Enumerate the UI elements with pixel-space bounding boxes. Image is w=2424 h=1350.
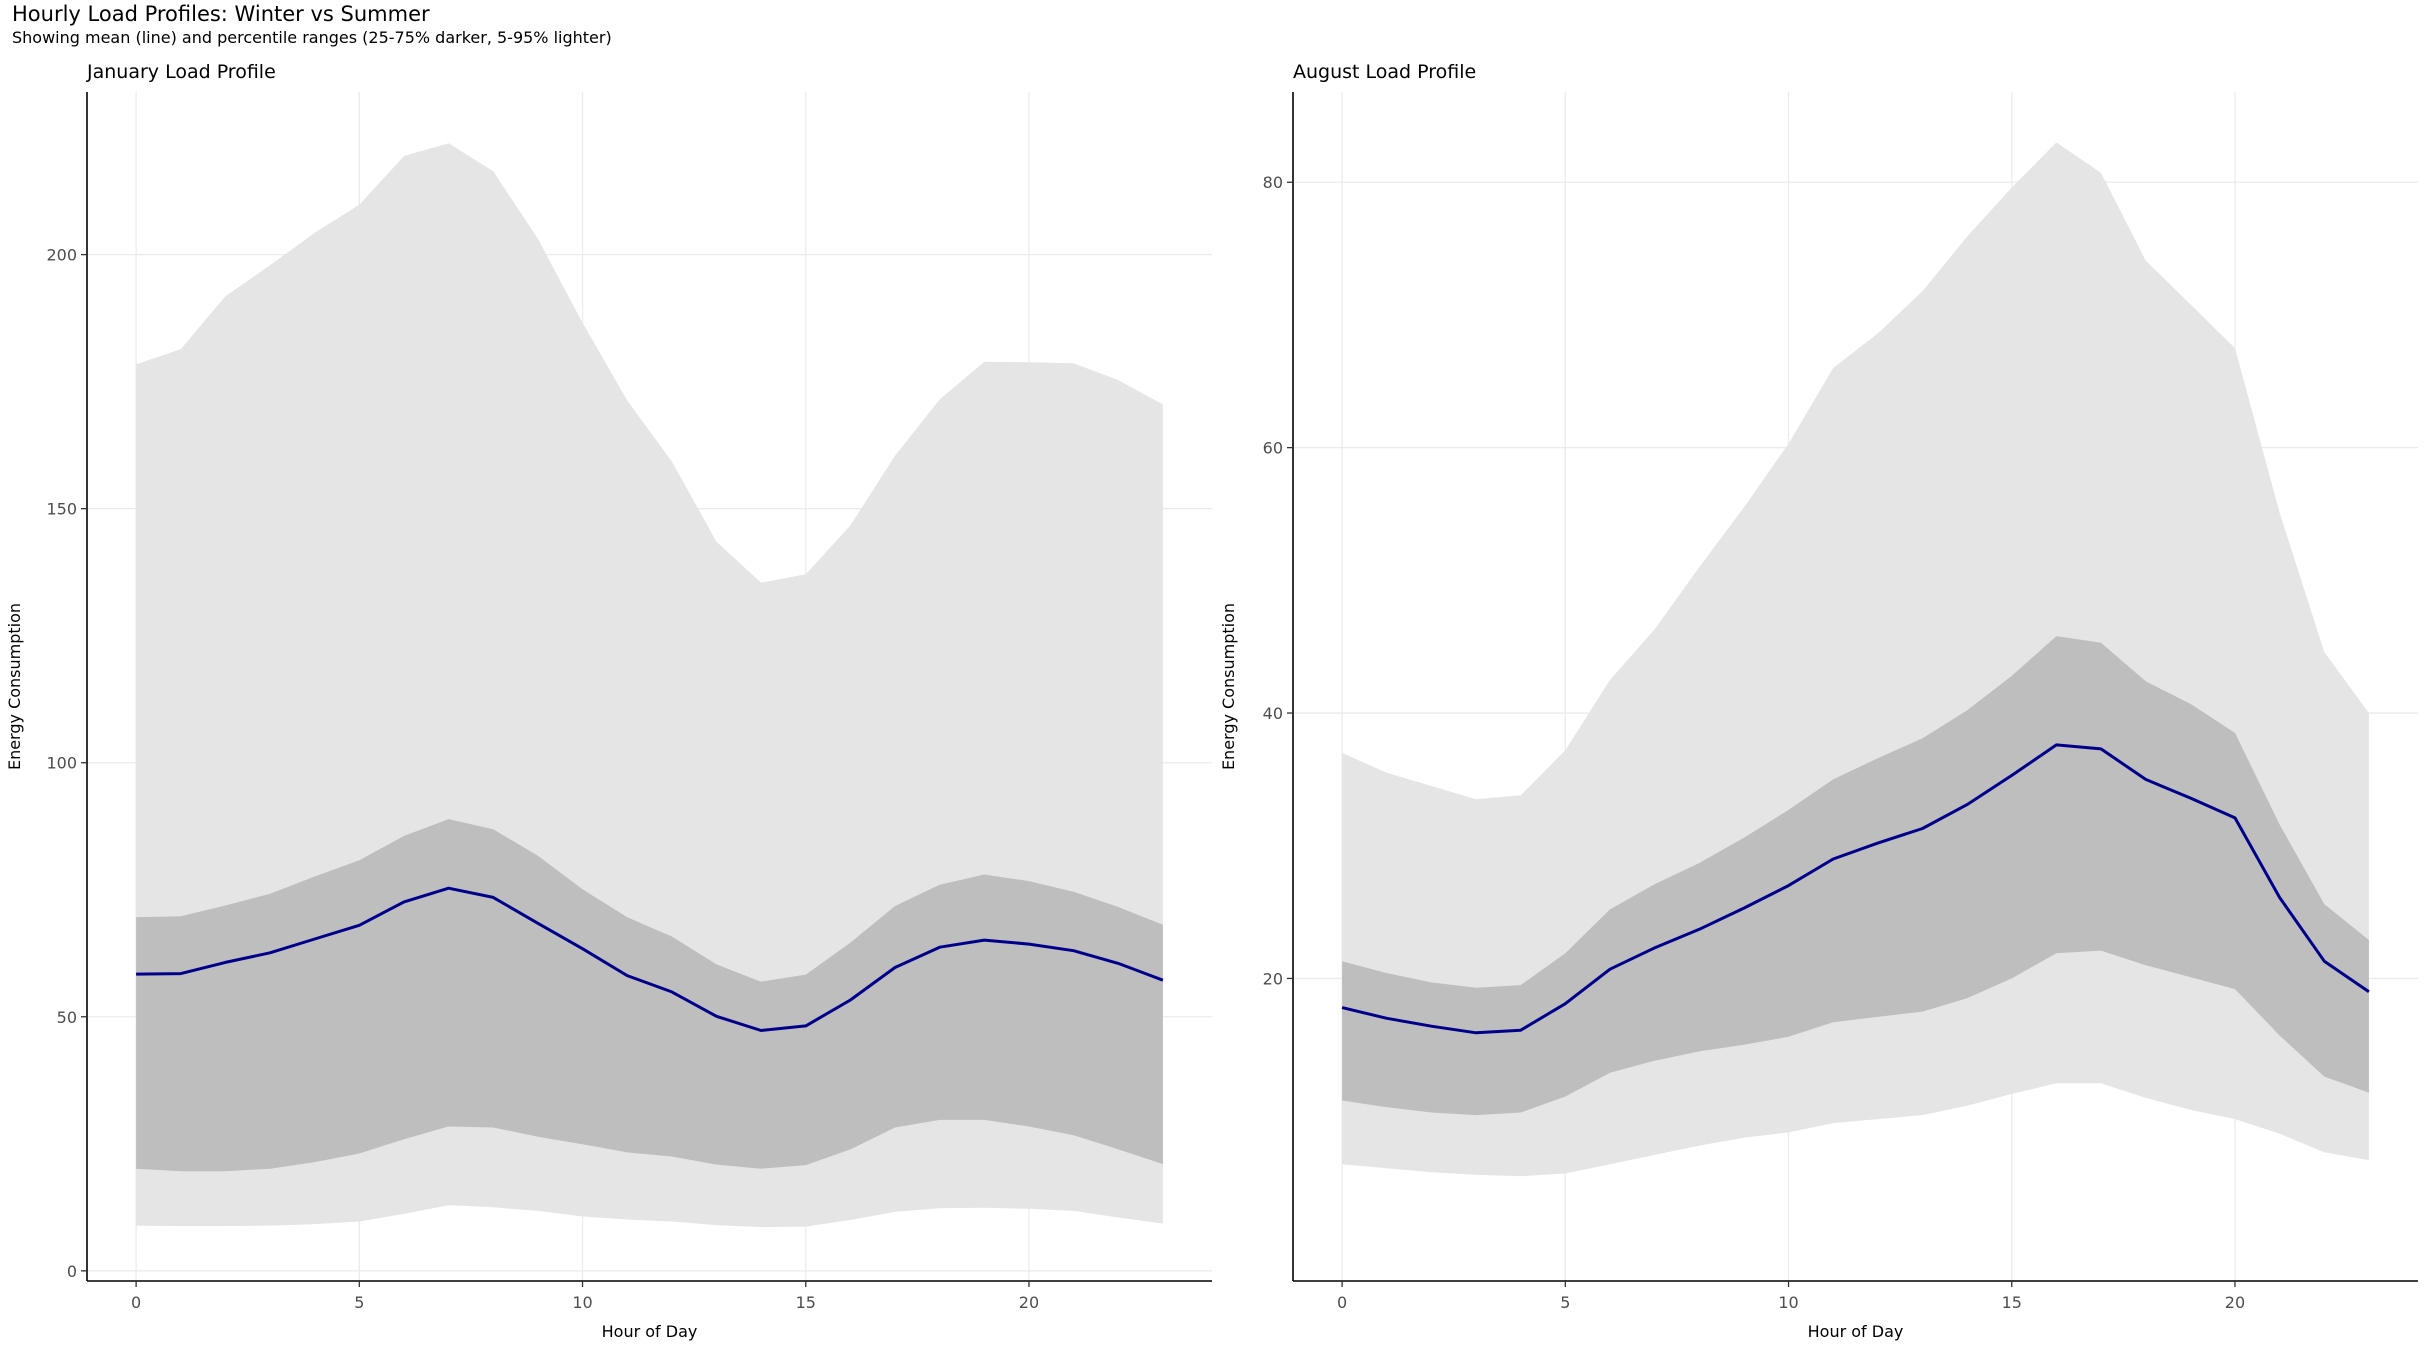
- x-tick-label: 10: [572, 1293, 592, 1312]
- y-tick-label: 200: [46, 246, 77, 265]
- y-tick-label: 40: [1263, 704, 1283, 723]
- x-axis-title: Hour of Day: [602, 1322, 698, 1341]
- x-tick-label: 10: [1778, 1293, 1798, 1312]
- chart-subtitle: Showing mean (line) and percentile range…: [12, 28, 612, 47]
- x-tick-label: 5: [354, 1293, 364, 1312]
- x-tick-label: 0: [131, 1293, 141, 1312]
- y-tick-label: 150: [46, 500, 77, 519]
- chart-title: Hourly Load Profiles: Winter vs Summer: [12, 2, 430, 26]
- x-axis-title: Hour of Day: [1808, 1322, 1904, 1341]
- x-tick-label: 20: [1019, 1293, 1039, 1312]
- y-tick-label: 0: [67, 1262, 77, 1281]
- x-tick-label: 15: [2002, 1293, 2022, 1312]
- mean-line: [136, 886, 1164, 1032]
- y-tick-label: 20: [1263, 969, 1283, 988]
- y-axis-title: Energy Consumption: [1219, 603, 1238, 770]
- x-tick-label: 20: [2225, 1293, 2245, 1312]
- x-tick-label: 15: [796, 1293, 816, 1312]
- mean-line: [1341, 743, 2370, 1035]
- y-axis-title: Energy Consumption: [5, 603, 24, 770]
- panel-title: January Load Profile: [86, 61, 276, 83]
- y-tick-label: 80: [1263, 173, 1283, 192]
- y-tick-label: 100: [46, 754, 77, 773]
- panel-title: August Load Profile: [1293, 61, 1476, 83]
- y-tick-label: 60: [1263, 439, 1283, 458]
- x-tick-label: 0: [1337, 1293, 1347, 1312]
- x-tick-label: 5: [1560, 1293, 1570, 1312]
- y-tick-label: 50: [57, 1008, 77, 1027]
- panel-1: August Load Profile 0 5 10 15 20 20 40 60 80 Hour …: [1219, 61, 2418, 1341]
